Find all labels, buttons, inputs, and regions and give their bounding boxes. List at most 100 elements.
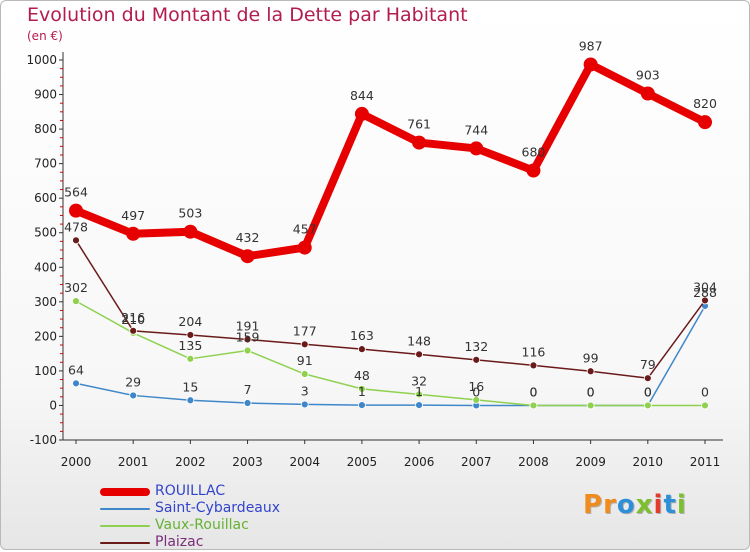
data-point (69, 203, 83, 218)
data-label: 680 (522, 145, 546, 160)
logo-letter: i (653, 490, 664, 520)
data-point (583, 57, 598, 72)
data-point (297, 240, 312, 255)
y-tick-label: 100 (34, 364, 57, 378)
series-line-saint-cybardeaux (75, 305, 706, 407)
data-label: 7 (244, 382, 252, 397)
data-label: 0 (587, 384, 595, 399)
y-tick-label: 300 (34, 295, 57, 309)
data-point (415, 350, 423, 359)
chart-subtitle: (en €) (27, 29, 63, 43)
data-label: 210 (121, 312, 145, 327)
data-label: 79 (640, 357, 656, 372)
data-label: 32 (411, 373, 427, 388)
legend-label: Plaizac (155, 534, 204, 550)
data-label: 478 (64, 219, 88, 234)
data-label: 0 (472, 384, 480, 399)
data-label: 216 (121, 310, 145, 325)
y-tick-label: 600 (34, 191, 57, 205)
data-point (469, 141, 484, 156)
series-line-rouillac (72, 60, 709, 261)
data-point (243, 346, 252, 355)
data-point (643, 401, 652, 410)
data-label: 564 (64, 185, 88, 200)
data-label: 1 (415, 384, 423, 399)
data-point (529, 361, 538, 370)
data-label: 1 (358, 384, 366, 399)
x-tick-label: 2005 (347, 455, 378, 469)
data-label: 132 (464, 339, 488, 354)
x-tick-label: 2008 (518, 455, 549, 469)
logo-letter: o (616, 490, 636, 520)
data-point (186, 396, 195, 405)
data-label: 116 (522, 344, 546, 359)
data-point (526, 163, 541, 178)
proxiti-logo: Proxiti (583, 490, 687, 520)
data-point (412, 135, 427, 150)
y-tick-label: 0 (49, 398, 57, 412)
y-tick-label: 1000 (26, 53, 57, 67)
y-tick-label: 400 (34, 260, 57, 274)
data-point (240, 249, 255, 264)
logo-letter: t (663, 490, 677, 520)
data-point (72, 236, 80, 245)
y-tick-label: 500 (34, 226, 57, 240)
y-tick-label: 200 (34, 329, 57, 343)
data-point (415, 401, 423, 410)
data-point (243, 399, 252, 407)
y-tick-label: -100 (30, 433, 57, 447)
data-label: 15 (182, 379, 198, 394)
data-point (186, 331, 195, 339)
data-label: 16 (468, 379, 484, 394)
data-label: 820 (693, 96, 717, 111)
x-tick-label: 2009 (575, 455, 606, 469)
y-tick-label: 800 (34, 122, 57, 136)
legend-swatch (100, 542, 150, 544)
data-point (300, 340, 309, 349)
legend-label: Vaux-Rouillac (155, 517, 249, 533)
data-point (300, 400, 309, 409)
data-point (354, 106, 369, 121)
data-label: 177 (293, 323, 317, 338)
x-tick-label: 2006 (404, 455, 435, 469)
data-label: 135 (178, 338, 202, 353)
data-point (586, 401, 595, 410)
x-tick-label: 2000 (61, 455, 92, 469)
data-label: 432 (236, 230, 260, 245)
data-label: 48 (354, 368, 370, 383)
data-label: 0 (701, 384, 709, 399)
data-label: 148 (407, 333, 431, 348)
data-point (472, 355, 481, 364)
data-point (701, 401, 709, 410)
data-label: 0 (529, 384, 537, 399)
data-point (701, 296, 709, 305)
data-label: 503 (178, 206, 202, 221)
data-point (358, 384, 366, 393)
data-label: 3 (301, 383, 309, 398)
data-point (643, 374, 652, 383)
data-label: 0 (644, 384, 652, 399)
legend-label: ROUILLAC (155, 483, 226, 499)
data-point (129, 391, 138, 400)
logo-letter: P (583, 490, 604, 520)
data-point (640, 86, 655, 101)
y-tick-label: 700 (34, 157, 57, 171)
x-tick-label: 2002 (175, 455, 206, 469)
data-label: 761 (407, 117, 431, 132)
series-line-plaizac (75, 239, 706, 379)
data-label: 844 (350, 88, 374, 103)
data-point (243, 335, 252, 344)
data-point (186, 354, 195, 363)
data-label: 987 (579, 38, 603, 53)
logo-letter: x (635, 490, 654, 520)
x-tick-label: 2003 (232, 455, 263, 469)
data-label: 163 (350, 328, 374, 343)
chart-title: Evolution du Montant de la Dette par Hab… (27, 4, 468, 26)
data-point (129, 326, 138, 335)
logo-letter: r (603, 490, 617, 520)
data-label: 0 (644, 384, 652, 399)
x-tick-label: 2001 (118, 455, 149, 469)
x-tick-label: 2011 (690, 455, 721, 469)
